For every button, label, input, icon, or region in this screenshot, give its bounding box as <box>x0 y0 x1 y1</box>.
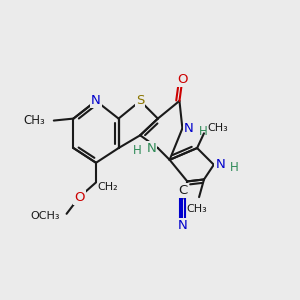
Text: H: H <box>230 161 239 174</box>
Text: O: O <box>74 190 85 204</box>
Text: CH₃: CH₃ <box>23 114 45 127</box>
Text: N: N <box>178 219 187 232</box>
Text: S: S <box>136 94 144 107</box>
Text: OCH₃: OCH₃ <box>30 211 60 221</box>
Text: H: H <box>199 125 207 138</box>
Text: N: N <box>215 158 225 171</box>
Text: CH₂: CH₂ <box>97 182 118 192</box>
Text: CH₃: CH₃ <box>187 204 208 214</box>
Text: C: C <box>178 184 187 197</box>
Text: N: N <box>184 122 194 135</box>
Text: O: O <box>177 73 188 86</box>
Text: H: H <box>133 145 142 158</box>
Text: CH₃: CH₃ <box>207 123 228 134</box>
Text: N: N <box>147 142 156 154</box>
Text: N: N <box>91 94 101 107</box>
